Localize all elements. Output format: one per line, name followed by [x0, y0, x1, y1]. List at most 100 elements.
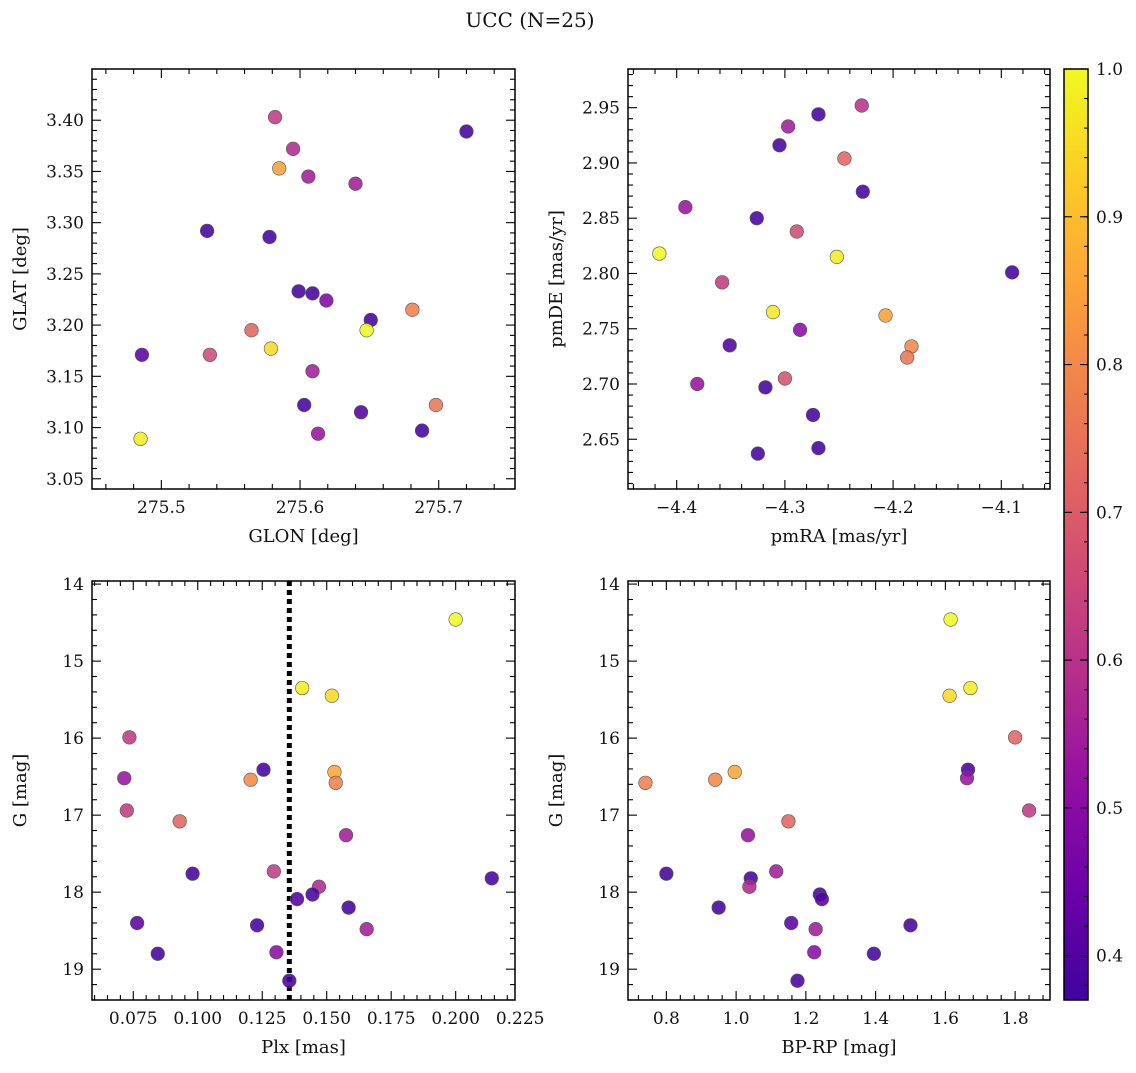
data-point — [903, 918, 918, 933]
x-tick-label: 0.175 — [367, 1009, 416, 1029]
panel-bprp-g: 0.8 1.0 1.2 1.4 1.6 1.8 14 15 16 17 18 19 BP-RP [mag… — [546, 575, 1051, 1058]
data-point — [963, 680, 978, 696]
data-point — [359, 323, 374, 338]
data-point — [285, 141, 301, 157]
y-tick-label: 3.20 — [46, 316, 84, 336]
data-point — [119, 803, 134, 818]
x-tick-label: 0.075 — [109, 1009, 158, 1029]
scatter-points — [133, 110, 474, 446]
y-tick-label: 17 — [598, 806, 620, 826]
x-tick-label: 0.200 — [431, 1009, 480, 1029]
colorbar-gradient — [1063, 68, 1089, 1001]
data-point — [708, 772, 723, 787]
data-point — [829, 249, 844, 264]
colorbar-tick-label: 1.0 — [1096, 60, 1123, 80]
x-tick-label: 0.8 — [653, 1009, 680, 1029]
data-point — [740, 828, 756, 843]
x-tick-label: −4.1 — [981, 498, 1022, 518]
data-point — [722, 338, 737, 353]
y-axis-label: G [mag] — [546, 754, 567, 827]
data-point — [837, 151, 852, 166]
scatter-points — [117, 612, 499, 988]
data-point — [878, 308, 893, 323]
y-tick-label: 3.35 — [46, 162, 84, 182]
data-point — [353, 405, 369, 420]
data-point — [808, 922, 823, 937]
x-tick-label: 0.100 — [173, 1009, 222, 1029]
data-point — [784, 915, 799, 931]
data-point — [267, 110, 283, 125]
colorbar: 0.4 0.5 0.6 0.7 0.8 0.9 1.0 — [1063, 60, 1123, 1001]
data-point — [638, 775, 653, 790]
y-tick-label: 3.30 — [46, 214, 84, 234]
colorbar-tick-label: 0.8 — [1096, 356, 1123, 376]
y-tick-label: 19 — [598, 960, 620, 980]
data-point — [269, 945, 284, 960]
data-point — [428, 397, 444, 413]
y-tick-label: 2.85 — [582, 209, 620, 229]
y-axis-label: pmDE [mas/yr] — [546, 210, 567, 348]
data-point — [172, 814, 187, 829]
y-tick-label: 19 — [62, 960, 84, 980]
data-point — [854, 98, 869, 113]
data-point — [185, 866, 200, 881]
data-point — [305, 887, 320, 902]
panel-pmra-pmde: −4.4 −4.3 −4.2 −4.1 2.65 2.70 2.75 2.80 2.85 2.90… — [546, 68, 1051, 547]
x-tick-label: 1.4 — [862, 1009, 889, 1029]
data-point — [1021, 803, 1037, 818]
data-point — [811, 107, 826, 122]
colorbar-tick-label: 0.4 — [1096, 947, 1123, 967]
data-point — [305, 364, 320, 379]
data-point — [282, 973, 297, 988]
x-tick-label: 0.150 — [302, 1009, 351, 1029]
axes-frame — [91, 580, 516, 1001]
data-point — [942, 688, 957, 703]
data-point — [249, 918, 265, 933]
x-tick-label: 1.8 — [1002, 1009, 1029, 1029]
data-point — [202, 347, 217, 362]
data-point — [200, 223, 215, 238]
y-tick-label: 2.65 — [582, 430, 620, 450]
data-point — [341, 900, 356, 915]
x-axis-label: GLON [deg] — [248, 526, 358, 547]
colorbar-tick-label: 0.5 — [1096, 799, 1123, 819]
data-point — [243, 772, 258, 787]
data-point — [659, 866, 674, 881]
data-point — [900, 350, 915, 365]
x-tick-label: 0.125 — [238, 1009, 287, 1029]
data-point — [295, 680, 310, 696]
data-point — [263, 341, 279, 356]
x-tick-label: −4.3 — [764, 498, 805, 518]
x-tick-label: 1.6 — [932, 1009, 959, 1029]
data-point — [742, 879, 757, 894]
y-tick-label: 16 — [62, 729, 84, 749]
y-tick-label: 2.90 — [582, 154, 620, 174]
data-point — [484, 871, 499, 886]
data-point — [678, 200, 693, 215]
y-tick-label: 3.15 — [46, 367, 84, 387]
y-axis-label: GLAT [deg] — [10, 227, 31, 331]
scatter-points — [638, 612, 1037, 988]
y-axis-label: G [mag] — [10, 754, 31, 827]
y-tick-label: 3.40 — [46, 111, 84, 131]
data-point — [1008, 730, 1023, 745]
y-tick-label: 15 — [62, 652, 84, 672]
x-tick-label: 275.7 — [414, 498, 463, 518]
data-point — [866, 946, 881, 961]
data-point — [459, 124, 474, 139]
scatter-points — [652, 98, 1020, 461]
data-point — [789, 224, 804, 239]
data-point — [291, 284, 306, 299]
data-point — [324, 688, 339, 703]
y-tick-label: 3.10 — [46, 419, 84, 439]
data-point — [122, 730, 137, 745]
y-tick-label: 2.75 — [582, 320, 620, 340]
x-axis-label: BP-RP [mag] — [781, 1037, 896, 1058]
data-point — [758, 380, 773, 395]
data-point — [749, 211, 764, 226]
data-point — [792, 322, 808, 337]
data-point — [811, 441, 826, 456]
data-point — [117, 771, 132, 786]
data-point — [150, 946, 165, 961]
